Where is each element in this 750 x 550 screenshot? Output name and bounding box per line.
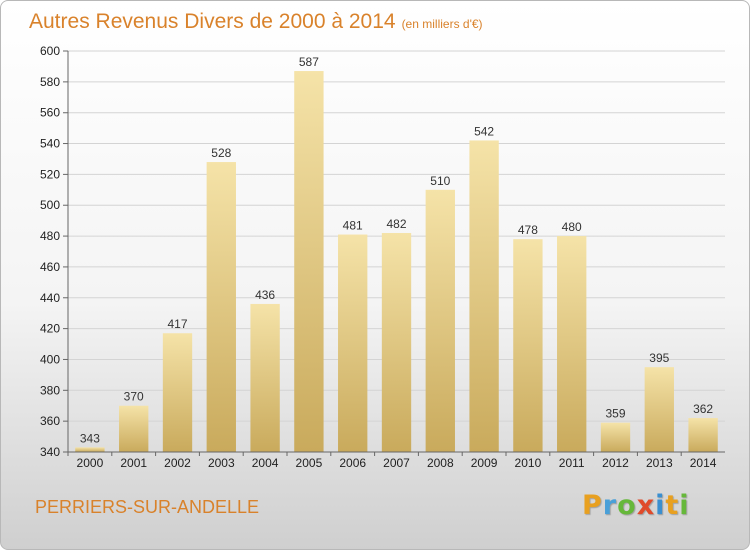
chart-title: Autres Revenus Divers de 2000 à 2014 (en …: [29, 10, 483, 34]
bar-2012: [600, 422, 631, 452]
x-tick-label: 2003: [208, 456, 235, 470]
y-tick-label: 500: [40, 198, 60, 212]
value-label: 482: [386, 217, 406, 231]
value-label: 481: [343, 219, 363, 233]
y-tick-label: 560: [40, 106, 60, 120]
logo-letter: o: [617, 490, 637, 521]
bar-2004: [250, 303, 280, 452]
title-text: Autres Revenus Divers de 2000 à 2014: [29, 10, 396, 33]
commune-name: PERRIERS-SUR-ANDELLE: [35, 497, 260, 517]
bars: 343 370 417 528 436 587 481 482 510 542 478 480 359 3…: [75, 55, 718, 453]
bar-2006: [338, 234, 368, 452]
bar-2007: [381, 232, 412, 452]
bar-2008: [425, 189, 455, 453]
value-label: 395: [649, 351, 669, 365]
value-label: 359: [605, 407, 625, 421]
y-tick-label: 420: [40, 322, 60, 336]
value-label: 542: [474, 124, 494, 138]
value-label: 480: [562, 220, 582, 234]
bar-2011: [557, 236, 587, 452]
x-tick-label: 2007: [383, 456, 410, 470]
value-label: 510: [430, 174, 450, 188]
logo-letter: r: [602, 490, 618, 521]
value-label: 528: [211, 146, 231, 160]
y-tick-label: 580: [40, 75, 60, 89]
logo-letter: x: [636, 490, 656, 521]
bar-2005: [294, 71, 324, 453]
value-label: 478: [518, 223, 538, 237]
x-axis: 2000 2001 2002 2003 2004 2005 2006 2007 2008 2009…: [67, 451, 725, 470]
value-label: 362: [693, 402, 713, 416]
x-tick-label: 2002: [164, 456, 191, 470]
x-tick-label: 2005: [296, 456, 323, 470]
x-tick-label: 2012: [602, 456, 629, 470]
bar-2013: [644, 367, 674, 452]
value-label: 436: [255, 288, 275, 302]
y-tick-label: 400: [40, 352, 60, 366]
y-tick-label: 380: [40, 383, 60, 397]
y-axis: 340 360 380 400 420 440 460 480 500 520 540 560 580 6…: [40, 44, 69, 459]
x-tick-label: 2014: [690, 456, 717, 470]
x-tick-label: 2006: [339, 456, 366, 470]
value-label: 587: [299, 55, 319, 69]
y-tick-label: 360: [40, 414, 60, 428]
unit-text: (en milliers d'€): [401, 17, 483, 31]
y-tick-label: 540: [40, 137, 60, 151]
x-tick-label: 2001: [120, 456, 147, 470]
y-tick-label: 520: [40, 167, 60, 181]
y-tick-label: 440: [40, 291, 60, 305]
value-label: 417: [167, 317, 187, 331]
bar-2003: [206, 162, 236, 453]
bar-2002: [162, 333, 193, 452]
logo-letter: i: [655, 490, 666, 521]
bar-2009: [469, 140, 499, 452]
proxiti-logo: Proxiti: [582, 490, 690, 521]
bar-2001: [119, 405, 149, 452]
x-tick-label: 2010: [515, 456, 542, 470]
logo-letter: i: [679, 490, 690, 521]
value-label: 343: [80, 431, 100, 445]
logo-letter: t: [665, 490, 680, 521]
x-tick-label: 2004: [252, 456, 279, 470]
y-tick-label: 600: [40, 44, 60, 58]
bar-2000: [75, 447, 105, 452]
x-tick-label: 2008: [427, 456, 454, 470]
logo-letter: P: [582, 490, 603, 521]
x-tick-label: 2009: [471, 456, 498, 470]
value-label: 370: [124, 390, 144, 404]
bar-2014: [688, 418, 718, 452]
bar-2010: [513, 239, 543, 452]
x-tick-label: 2011: [559, 456, 585, 470]
y-tick-label: 480: [40, 229, 60, 243]
x-tick-label: 2000: [77, 456, 104, 470]
y-tick-label: 340: [40, 445, 60, 459]
x-tick-label: 2013: [646, 456, 673, 470]
y-tick-label: 460: [40, 260, 60, 274]
